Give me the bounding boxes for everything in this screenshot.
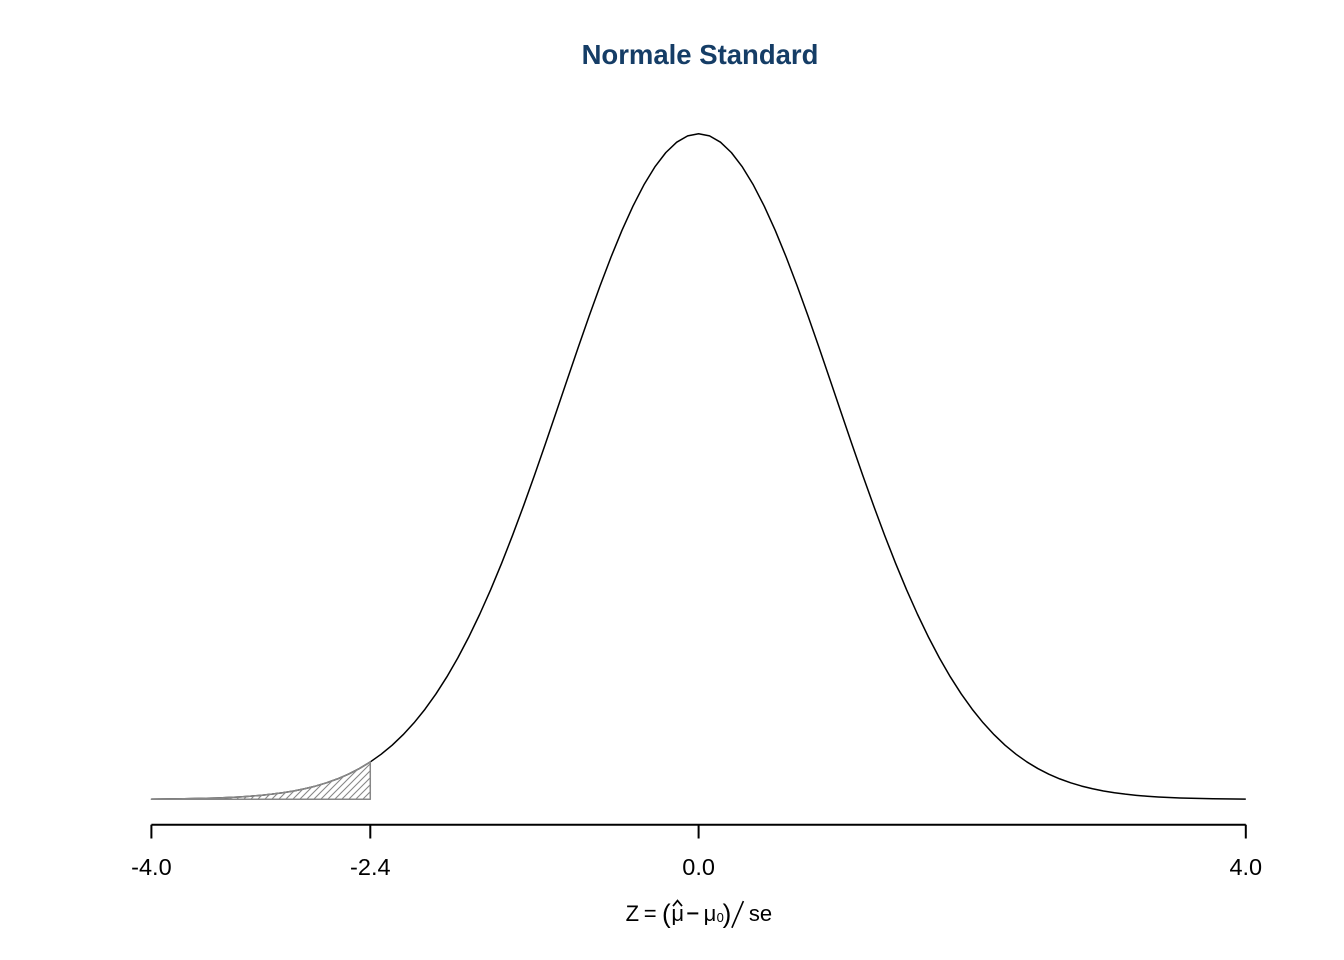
svg-text:=: = [644, 901, 657, 926]
svg-text:4.0: 4.0 [1229, 854, 1262, 880]
svg-text:se: se [749, 901, 772, 926]
svg-text:(: ( [662, 899, 671, 929]
svg-text:-4.0: -4.0 [131, 854, 172, 880]
svg-text:-2.4: -2.4 [350, 854, 391, 880]
svg-text:μ: μ [704, 901, 717, 926]
svg-text:0.0: 0.0 [682, 854, 715, 880]
svg-text:μ: μ [671, 901, 684, 926]
svg-text:0: 0 [717, 910, 724, 925]
svg-text:): ) [723, 899, 732, 929]
svg-text:Z: Z [626, 901, 639, 926]
svg-text:Normale Standard: Normale Standard [582, 39, 819, 70]
